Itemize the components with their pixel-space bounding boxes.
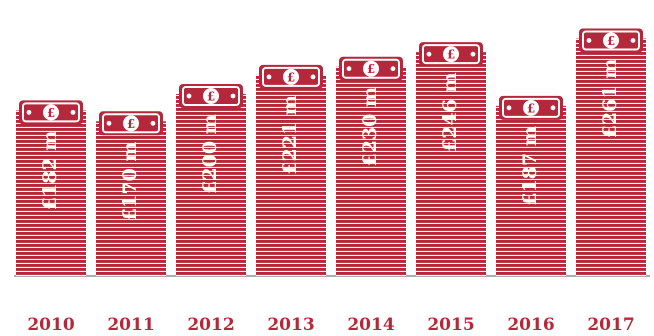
svg-text:£: £: [127, 117, 135, 131]
bar-2013: [256, 74, 326, 276]
year-label-2012: 2012: [187, 315, 234, 335]
bar-2015: [416, 52, 486, 276]
bars-group: £ £182 m 2010 £ £170 m 2011 £ £200 m 2012 £ £221 m…: [16, 28, 646, 335]
svg-text:£: £: [527, 101, 535, 115]
pound-banknote-icon: £: [99, 111, 163, 136]
year-label-2013: 2013: [267, 315, 314, 335]
value-label-2015: £246 m: [439, 72, 461, 152]
pound-banknote-icon: £: [579, 28, 643, 53]
value-label-2013: £221 m: [279, 95, 301, 175]
pound-banknote-icon: £: [259, 64, 323, 89]
year-label-2011: 2011: [107, 315, 154, 335]
bar-2011: [96, 121, 166, 276]
svg-text:£: £: [207, 90, 215, 104]
bar-2012: [176, 94, 246, 276]
value-label-2016: £187 m: [519, 126, 541, 206]
svg-text:£: £: [607, 34, 615, 48]
bar-2014: [336, 66, 406, 276]
value-label-2014: £230 m: [359, 87, 381, 167]
year-label-2010: 2010: [27, 315, 74, 335]
svg-text:£: £: [287, 70, 295, 84]
value-label-2010: £182 m: [39, 131, 61, 211]
bar-2017: [576, 38, 646, 276]
year-label-2014: 2014: [347, 315, 394, 335]
year-label-2017: 2017: [587, 315, 634, 335]
pound-banknote-icon: £: [19, 100, 83, 125]
pound-banknote-icon: £: [499, 95, 563, 120]
pound-banknote-icon: £: [339, 56, 403, 81]
year-label-2016: 2016: [507, 315, 554, 335]
pound-banknote-icon: £: [179, 84, 243, 108]
bar-2010: [16, 110, 86, 276]
svg-text:£: £: [447, 48, 455, 62]
value-label-2012: £200 m: [199, 114, 221, 194]
svg-text:£: £: [47, 106, 55, 120]
value-label-2017: £261 m: [599, 59, 621, 139]
bar-2016: [496, 105, 566, 276]
svg-text:£: £: [367, 62, 375, 76]
year-label-2015: 2015: [427, 315, 474, 335]
pound-banknote-icon: £: [419, 42, 483, 67]
value-label-2011: £170 m: [119, 141, 141, 221]
